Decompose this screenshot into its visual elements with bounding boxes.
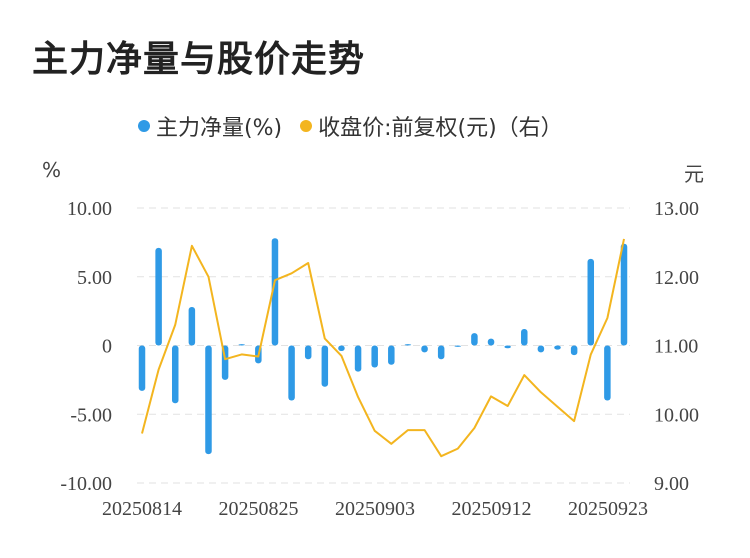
bar xyxy=(304,345,312,360)
bar xyxy=(188,307,196,346)
bar xyxy=(205,345,212,455)
bar xyxy=(321,345,329,387)
bar xyxy=(354,345,362,372)
legend-line-marker xyxy=(300,120,313,132)
left-axis-unit: % xyxy=(42,158,62,182)
bar xyxy=(521,329,528,346)
left-tick-label: -5.00 xyxy=(70,404,112,426)
x-tick-label: 20250825 xyxy=(219,498,299,520)
bar xyxy=(155,247,162,346)
right-tick-label: 11.00 xyxy=(654,336,698,358)
x-tick-label: 20250814 xyxy=(102,498,182,520)
legend-item-close-price[interactable]: 收盘价:前复权(元)（右） xyxy=(300,110,563,142)
bar xyxy=(138,345,146,391)
left-tick-label: 10.00 xyxy=(67,198,112,220)
legend-item-main-net[interactable]: 主力净量(%) xyxy=(138,110,282,142)
grid-lines xyxy=(137,207,630,484)
bar xyxy=(437,345,445,360)
bar xyxy=(620,243,628,346)
legend-label-close-price: 收盘价:前复权(元)（右） xyxy=(318,116,563,141)
legend-bar-marker xyxy=(138,120,150,132)
right-tick-label: 10.00 xyxy=(654,404,699,426)
x-tick-label: 20250903 xyxy=(335,498,415,520)
left-tick-label: 5.00 xyxy=(77,267,112,289)
bar xyxy=(554,345,561,350)
right-tick-label: 12.00 xyxy=(654,267,699,289)
bar xyxy=(338,345,345,351)
left-tick-label: 0 xyxy=(102,336,112,358)
bar xyxy=(171,345,179,404)
bar xyxy=(504,345,511,349)
bar-series-main-net xyxy=(138,238,628,455)
bar xyxy=(570,345,578,356)
bar xyxy=(288,345,295,401)
bar xyxy=(404,344,412,346)
bar xyxy=(487,338,495,346)
chart-title: 主力净量与股价走势 xyxy=(32,39,366,80)
bar xyxy=(454,345,462,347)
bar xyxy=(371,345,378,368)
bar xyxy=(471,333,478,346)
bar xyxy=(238,344,245,346)
bar xyxy=(587,258,595,346)
bar xyxy=(537,345,545,353)
right-tick-label: 9.00 xyxy=(654,473,689,495)
right-tick-label: 13.00 xyxy=(654,198,699,220)
price-line xyxy=(141,238,625,458)
bar xyxy=(421,345,428,353)
x-axis-ticks: 20250814 20250825 20250903 20250912 20250923 xyxy=(102,498,648,520)
x-tick-label: 20250923 xyxy=(568,498,648,520)
bar xyxy=(604,345,611,401)
bar xyxy=(271,238,279,346)
bar xyxy=(388,345,395,365)
line-series-close-price xyxy=(141,238,625,458)
right-axis-ticks: 13.00 12.00 11.00 10.00 9.00 xyxy=(654,198,699,495)
legend-label-main-net: 主力净量(%) xyxy=(156,116,283,141)
right-axis-unit: 元 xyxy=(684,162,704,186)
x-tick-label: 20250912 xyxy=(452,498,532,520)
left-tick-label: -10.00 xyxy=(60,473,112,495)
left-axis-ticks: 10.00 5.00 0 -5.00 -10.00 xyxy=(60,198,112,495)
legend: 主力净量(%) 收盘价:前复权(元)（右） xyxy=(138,110,563,142)
